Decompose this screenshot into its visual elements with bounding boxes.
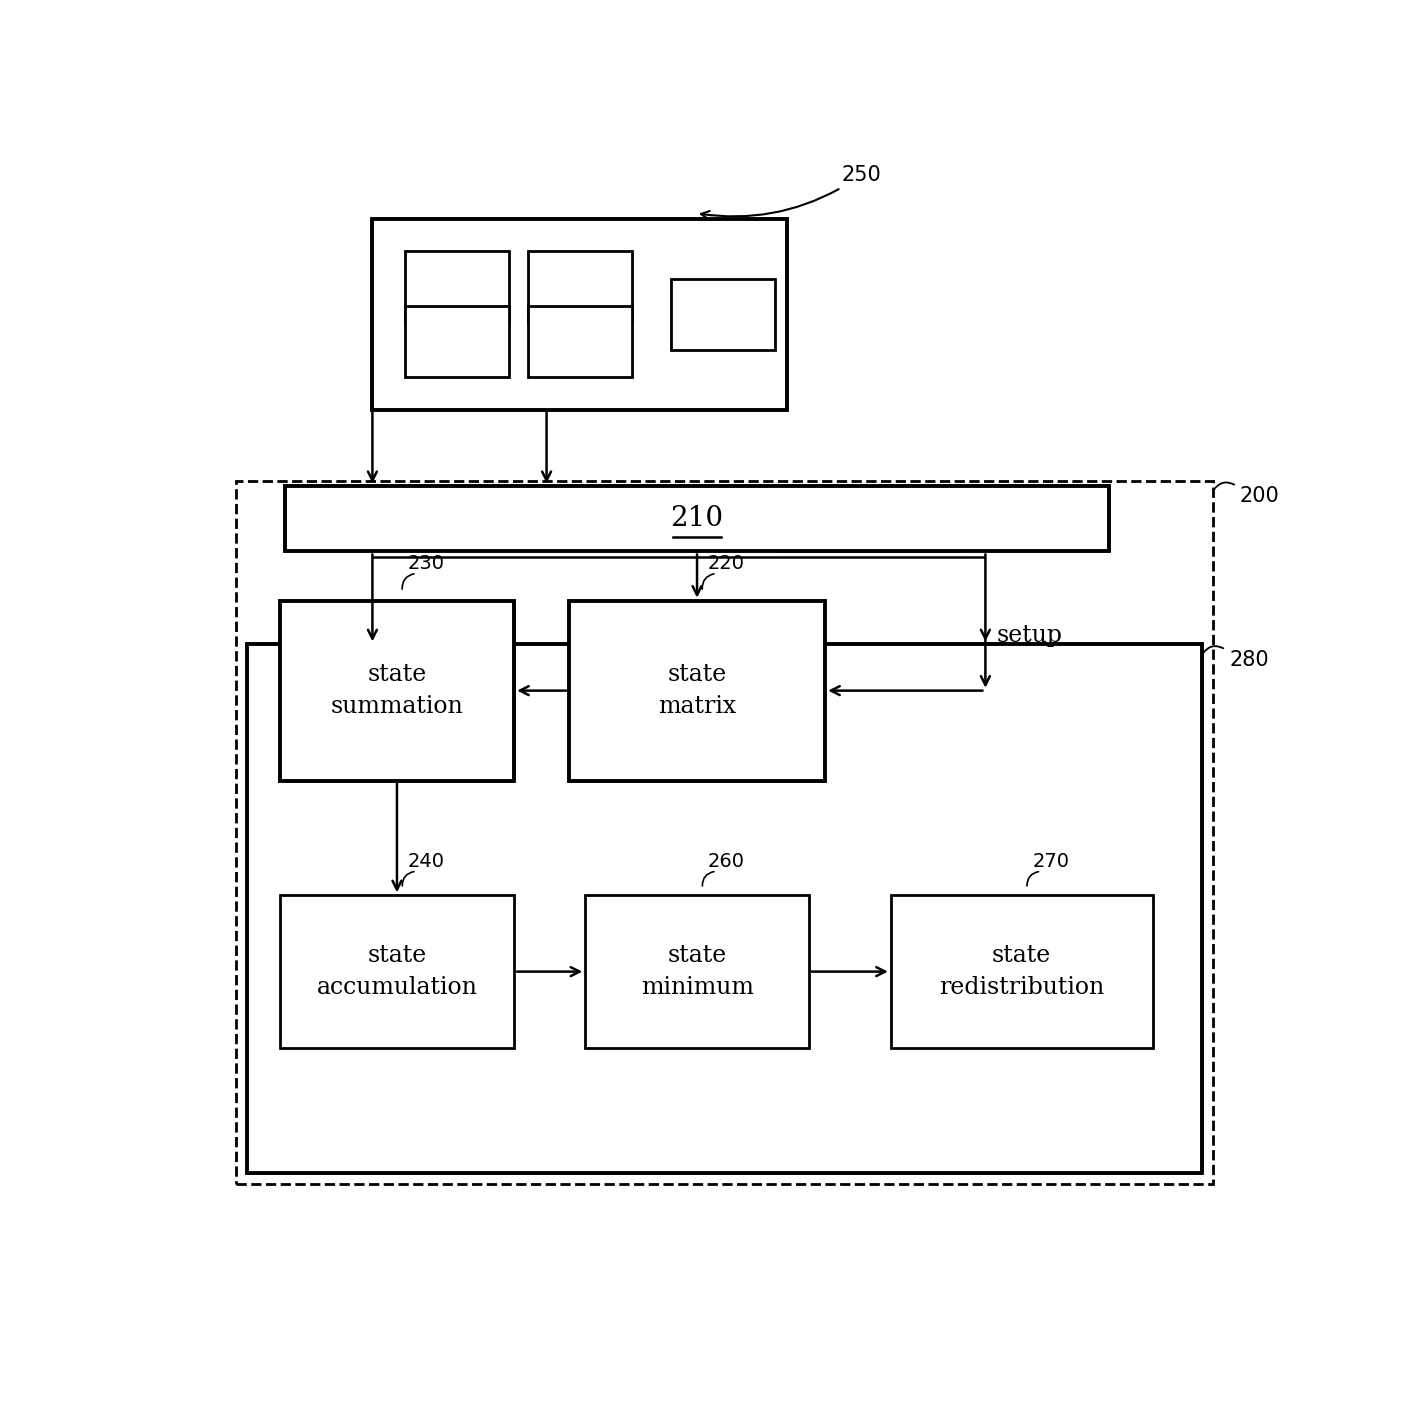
Bar [237,481,1212,1184]
Bar [528,251,632,323]
Text: 200: 200 [1240,487,1280,507]
Text: state
summation: state summation [331,664,463,718]
Bar [672,278,774,350]
Text: 230: 230 [408,554,445,574]
Bar [372,218,787,410]
Bar [406,305,508,377]
Text: 250: 250 [701,166,881,220]
Text: 220: 220 [708,554,745,574]
Text: setup: setup [997,624,1062,646]
Bar [891,895,1153,1047]
Bar [284,487,1110,551]
Text: state
minimum: state minimum [641,945,753,999]
Bar [586,895,808,1047]
Bar [246,644,1202,1173]
Text: 210: 210 [670,505,724,532]
Text: state
redistribution: state redistribution [939,945,1104,999]
Bar [280,601,514,781]
Text: 260: 260 [708,852,745,872]
Text: 280: 280 [1229,649,1269,669]
Bar [528,305,632,377]
Text: 240: 240 [408,852,445,872]
Bar [280,895,514,1047]
Text: state
matrix: state matrix [658,664,736,718]
Text: 270: 270 [1032,852,1070,872]
Bar [406,251,508,323]
Bar [569,601,825,781]
Text: state
accumulation: state accumulation [317,945,477,999]
